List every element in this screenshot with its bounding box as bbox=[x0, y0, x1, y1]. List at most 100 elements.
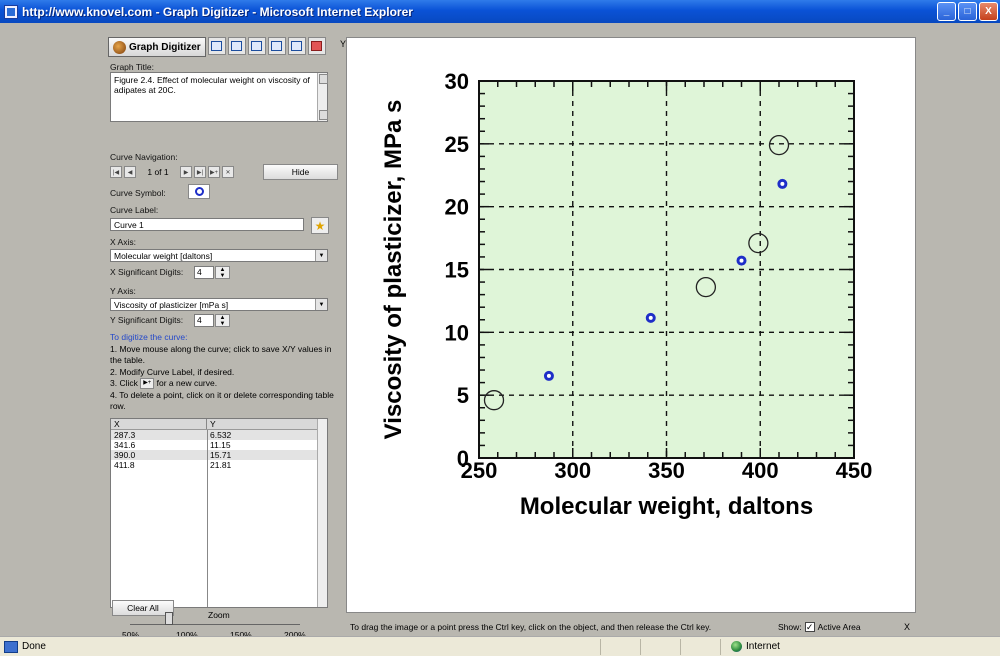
chevron-down-icon: ▼ bbox=[315, 250, 327, 261]
y-tick-label: 20 bbox=[445, 195, 469, 220]
curve-label-input[interactable]: Curve 1 bbox=[110, 218, 304, 231]
delete-curve-icon[interactable]: ✕ bbox=[222, 166, 234, 178]
scatter-chart[interactable]: 250 300 350 400 450 0 5 10 15 20 25 30 Molecular wei… bbox=[347, 38, 915, 612]
hide-button[interactable]: Hide bbox=[263, 164, 338, 180]
y-sig-digits-stepper[interactable]: 4 ▲ ▼ bbox=[194, 314, 232, 327]
exit-icon[interactable] bbox=[307, 37, 326, 55]
curve-symbol-button[interactable] bbox=[188, 184, 210, 199]
minimize-button[interactable]: _ bbox=[937, 2, 956, 21]
instruction-step-4: 4. To delete a point, click on it or del… bbox=[110, 389, 334, 412]
y-tick-label: 30 bbox=[445, 69, 469, 94]
prev-curve-icon[interactable]: ◀ bbox=[124, 166, 136, 178]
new-curve-icon[interactable]: ▶+ bbox=[140, 378, 155, 390]
table-cell-x[interactable]: 287.3 bbox=[114, 430, 136, 440]
y-tick-label: 15 bbox=[445, 258, 469, 283]
print-icon[interactable] bbox=[207, 37, 226, 55]
chart-ticks bbox=[478, 80, 855, 459]
y-sig-digits-value[interactable]: 4 bbox=[194, 314, 214, 327]
first-curve-icon[interactable]: |◀ bbox=[110, 166, 122, 178]
next-curve-icon[interactable]: ▶ bbox=[180, 166, 192, 178]
status-text: Done bbox=[22, 641, 46, 652]
close-window-button[interactable]: X bbox=[979, 2, 998, 21]
data-point-open-circle bbox=[483, 390, 505, 411]
close-digitizer-button[interactable]: X bbox=[904, 622, 911, 632]
table-row[interactable]: 390.0 15.71 bbox=[111, 450, 327, 460]
x-tick-label: 300 bbox=[554, 458, 591, 483]
zoom-tick-200: 200% bbox=[284, 630, 306, 640]
table-row[interactable]: 287.3 6.532 bbox=[111, 430, 327, 440]
column-header-x: X bbox=[111, 419, 207, 429]
curve-navigation: |◀ ◀ 1 of 1 ▶ ▶| ▶+ ✕ bbox=[110, 165, 234, 179]
last-curve-icon[interactable]: ▶| bbox=[194, 166, 206, 178]
curve-symbol-icon bbox=[194, 187, 204, 196]
spin-icon[interactable]: ▲ ▼ bbox=[215, 314, 230, 327]
table-scrollbar[interactable] bbox=[317, 419, 327, 607]
zoom-tick-100: 100% bbox=[176, 630, 198, 640]
table-cell-x[interactable]: 341.6 bbox=[114, 440, 136, 450]
open-folder-icon[interactable] bbox=[267, 37, 286, 55]
graph-digitizer-button[interactable]: Graph Digitizer bbox=[108, 37, 206, 57]
active-area-label: Active Area bbox=[817, 622, 861, 632]
x-tick-label: 350 bbox=[648, 458, 685, 483]
instruction-step-3b: for a new curve. bbox=[156, 378, 218, 388]
active-area-checkbox[interactable]: ✓ bbox=[804, 622, 815, 632]
digitized-point-center bbox=[780, 181, 785, 186]
status-segment bbox=[640, 638, 680, 655]
y-axis-select[interactable]: Viscosity of plasticizer [mPa s] ▼ bbox=[110, 298, 328, 311]
curve-count: 1 of 1 bbox=[147, 167, 169, 177]
digitized-point bbox=[645, 312, 656, 323]
drag-instructions: To drag the image or a point press the C… bbox=[350, 622, 712, 632]
digitized-point bbox=[736, 255, 747, 266]
graph-title-input[interactable]: Figure 2.4. Effect of molecular weight o… bbox=[110, 72, 328, 122]
digitizer-panel: Graph Digitizer Y Graph Title: Figure 2.… bbox=[108, 37, 346, 656]
y-sig-digits-label: Y Significant Digits: bbox=[110, 315, 184, 325]
x-axis-select[interactable]: Molecular weight [daltons] ▼ bbox=[110, 249, 328, 262]
document-icon[interactable] bbox=[287, 37, 306, 55]
x-axis-title: Molecular weight, daltons bbox=[520, 493, 813, 520]
graph-title-scrollbar[interactable] bbox=[317, 73, 328, 121]
column-divider bbox=[207, 430, 208, 607]
table-row[interactable]: 411.8 21.81 bbox=[111, 460, 327, 470]
table-cell-x[interactable]: 411.8 bbox=[114, 460, 135, 470]
zoom-slider[interactable] bbox=[130, 615, 300, 625]
show-options: Show: ✓ Active Area bbox=[778, 622, 861, 632]
y-axis-title: Viscosity of plasticizer, MPa s bbox=[380, 100, 407, 440]
zoom-label: Zoom bbox=[208, 610, 230, 620]
graph-title-label: Graph Title: bbox=[110, 62, 154, 72]
x-sig-digits-stepper[interactable]: 4 ▲ ▼ bbox=[194, 266, 232, 279]
graph-digitizer-label: Graph Digitizer bbox=[129, 41, 201, 53]
zoom-slider-thumb[interactable] bbox=[165, 612, 173, 625]
star-icon[interactable]: ★ bbox=[311, 217, 329, 234]
digitized-point-center bbox=[739, 258, 744, 263]
clear-all-button[interactable]: Clear All bbox=[112, 600, 174, 616]
page-done-icon bbox=[4, 640, 18, 653]
table-cell-y[interactable]: 15.71 bbox=[210, 450, 232, 460]
x-axis-value: Molecular weight [daltons] bbox=[114, 251, 213, 261]
table-cell-x[interactable]: 390.0 bbox=[114, 450, 136, 460]
knovel-logo-icon bbox=[113, 40, 126, 54]
show-label: Show: bbox=[778, 622, 802, 632]
graph-canvas[interactable]: 250 300 350 400 450 0 5 10 15 20 25 30 Molecular wei… bbox=[346, 37, 916, 613]
y-axis-label: Y Axis: bbox=[110, 286, 136, 296]
copy-icon[interactable] bbox=[227, 37, 246, 55]
browser-content: Graph Digitizer Y Graph Title: Figure 2.… bbox=[0, 23, 1000, 640]
save-icon[interactable] bbox=[247, 37, 266, 55]
x-tick-label: 400 bbox=[742, 458, 779, 483]
spin-icon[interactable]: ▲ ▼ bbox=[215, 266, 230, 279]
x-sig-digits-value[interactable]: 4 bbox=[194, 266, 214, 279]
status-segment bbox=[680, 638, 720, 655]
points-table[interactable]: X Y 287.3 6.532 341.6 11.15 390.0 15.71 … bbox=[110, 418, 328, 608]
new-curve-icon[interactable]: ▶+ bbox=[208, 166, 220, 178]
table-cell-y[interactable]: 21.81 bbox=[210, 460, 232, 470]
column-header-y: Y bbox=[210, 419, 216, 429]
zoom-tick-150: 150% bbox=[230, 630, 252, 640]
instruction-step-2: 2. Modify Curve Label, if desired. bbox=[110, 366, 235, 377]
maximize-button[interactable]: □ bbox=[958, 2, 977, 21]
table-cell-y[interactable]: 11.15 bbox=[210, 440, 231, 450]
security-zone: Internet bbox=[720, 638, 780, 655]
table-row[interactable]: 341.6 11.15 bbox=[111, 440, 327, 450]
instructions: To digitize the curve: 1. Move mouse alo… bbox=[110, 332, 336, 413]
curve-label-label: Curve Label: bbox=[110, 205, 159, 215]
table-cell-y[interactable]: 6.532 bbox=[210, 430, 232, 440]
data-point-open-circle bbox=[695, 276, 717, 298]
